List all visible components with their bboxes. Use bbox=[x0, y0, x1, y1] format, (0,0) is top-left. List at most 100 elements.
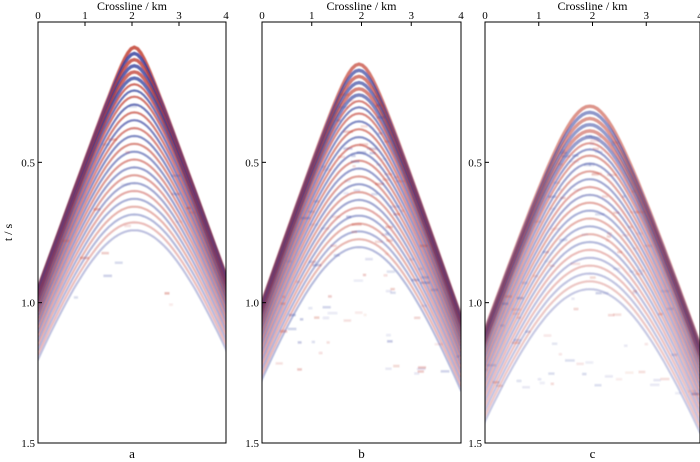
noise-blob bbox=[102, 143, 110, 146]
noise-blob bbox=[346, 215, 352, 218]
noise-blob bbox=[311, 340, 315, 344]
noise-blob bbox=[622, 195, 626, 198]
noise-blob bbox=[376, 163, 382, 166]
noise-blob bbox=[331, 215, 341, 219]
wavelet-18 bbox=[38, 174, 226, 330]
noise-blob bbox=[375, 182, 384, 186]
wavelet-20 bbox=[38, 189, 226, 338]
noise-blob bbox=[279, 330, 288, 333]
x-tick-label: 3 bbox=[409, 10, 415, 22]
noise-blob bbox=[328, 295, 332, 298]
panel-label: b bbox=[358, 446, 365, 461]
wavelet-11 bbox=[38, 119, 226, 307]
noise-blob bbox=[496, 384, 503, 388]
noise-blob bbox=[549, 207, 556, 210]
noise-blob bbox=[621, 234, 629, 237]
noise-blob bbox=[559, 238, 568, 242]
x-axis-title: Crossline / km bbox=[557, 0, 628, 13]
noise-blob bbox=[339, 93, 350, 96]
wavelet-19 bbox=[38, 181, 226, 334]
wavelet-23 bbox=[485, 272, 700, 424]
noise-blob bbox=[313, 200, 320, 203]
noise-blob bbox=[309, 223, 319, 226]
noise-blob bbox=[336, 119, 341, 122]
noise-blob bbox=[561, 149, 566, 152]
noise-blob bbox=[326, 341, 330, 344]
panel-b: 0 1 2 3 4 0.5 1.0 1.5 Crossline / km b bbox=[245, 0, 464, 461]
noise-blob bbox=[516, 379, 522, 383]
noise-blob bbox=[613, 267, 620, 271]
noise-blob bbox=[385, 289, 392, 293]
noise-blob bbox=[456, 355, 460, 358]
noise-blob bbox=[382, 178, 390, 181]
noise-blob bbox=[300, 216, 311, 220]
wavelet-7 bbox=[485, 148, 700, 360]
noise-blob bbox=[650, 383, 660, 387]
y-tick-label: 0.5 bbox=[468, 157, 482, 169]
wavelet-14 bbox=[38, 142, 226, 316]
noise-blob bbox=[383, 274, 388, 277]
noise-blob bbox=[589, 276, 596, 279]
noise-blob bbox=[365, 257, 373, 261]
noise-blob bbox=[644, 244, 653, 248]
noise-blob bbox=[374, 240, 383, 243]
wavelet-25 bbox=[38, 229, 226, 361]
noise-blob bbox=[275, 362, 283, 365]
y-tick-label: 1.0 bbox=[21, 298, 35, 310]
noise-blob bbox=[511, 341, 521, 345]
noise-blob bbox=[393, 213, 401, 216]
wavelet-16 bbox=[485, 217, 700, 392]
wavelet-17 bbox=[262, 183, 461, 357]
wavelet-24 bbox=[38, 221, 226, 356]
noise-blob bbox=[327, 311, 338, 315]
x-tick-label: 4 bbox=[223, 10, 229, 22]
noise-blob bbox=[417, 370, 424, 373]
noise-blob bbox=[351, 154, 356, 158]
noise-blob bbox=[582, 372, 587, 376]
wavelet-22 bbox=[38, 205, 226, 347]
noise-blob bbox=[297, 368, 302, 371]
noise-blob bbox=[617, 250, 623, 254]
noise-blob bbox=[417, 367, 426, 371]
noise-blob bbox=[386, 239, 393, 242]
x-axis-title: Crossline / km bbox=[326, 0, 397, 13]
noise-blob bbox=[390, 287, 395, 291]
y-tick-label: 1.0 bbox=[245, 298, 259, 310]
wavelet-18 bbox=[262, 190, 461, 361]
noise-blob bbox=[393, 175, 399, 179]
noise-blob bbox=[560, 196, 566, 200]
noise-blob bbox=[542, 250, 549, 254]
wavelet-20 bbox=[262, 206, 461, 369]
noise-blob bbox=[561, 155, 571, 158]
noise-blob bbox=[344, 179, 351, 183]
noise-blob bbox=[421, 276, 429, 279]
noise-blob bbox=[543, 334, 552, 337]
noise-blob bbox=[635, 272, 643, 276]
x-tick-label: 1 bbox=[536, 10, 542, 22]
noise-blob bbox=[430, 288, 439, 292]
noise-blob bbox=[322, 306, 331, 309]
x-tick-label: 2 bbox=[590, 10, 596, 22]
noise-blob bbox=[590, 139, 599, 142]
noise-blob bbox=[573, 188, 583, 192]
noise-blob bbox=[633, 247, 637, 250]
noise-blob bbox=[280, 302, 286, 305]
wavelet-12 bbox=[38, 126, 226, 309]
seismic-image bbox=[262, 62, 461, 392]
noise-blob bbox=[548, 372, 555, 375]
x-tick-label: 1 bbox=[309, 10, 315, 22]
noise-blob bbox=[606, 235, 612, 238]
noise-blob bbox=[486, 364, 497, 367]
noise-blob bbox=[595, 213, 605, 216]
noise-blob bbox=[125, 150, 130, 154]
x-tick-label: 2 bbox=[129, 10, 135, 22]
noise-blob bbox=[517, 316, 521, 319]
noise-blob bbox=[533, 274, 539, 278]
noise-blob bbox=[629, 210, 639, 214]
noise-blob bbox=[521, 281, 528, 285]
noise-blob bbox=[186, 206, 191, 210]
noise-blob bbox=[628, 225, 633, 229]
y-tick-label: 1.5 bbox=[468, 438, 482, 450]
noise-blob bbox=[558, 188, 562, 191]
noise-blob bbox=[384, 140, 390, 143]
